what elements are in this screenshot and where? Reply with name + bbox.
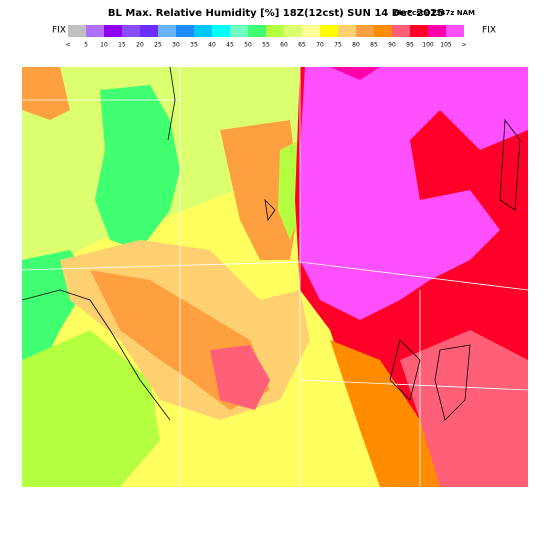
colorbar-label: 20 — [136, 42, 144, 49]
colorbar-swatch — [392, 25, 410, 37]
colorbar-swatch — [194, 25, 212, 37]
colorbar-label: 45 — [226, 42, 234, 49]
colorbar-swatch — [356, 25, 374, 37]
colorbar-label: 100 — [422, 42, 434, 49]
region — [22, 330, 160, 487]
region — [400, 330, 528, 487]
colorbar-swatch — [68, 25, 86, 37]
region — [22, 67, 70, 120]
colorbar-label: 10 — [100, 42, 108, 49]
colorbar-swatch — [302, 25, 320, 37]
colorbar-swatch — [230, 25, 248, 37]
colorbar-label: 50 — [244, 42, 252, 49]
colorbar-label: > — [461, 42, 466, 49]
colorbar-swatch — [428, 25, 446, 37]
region — [330, 340, 460, 487]
colorbar-label: 60 — [280, 42, 288, 49]
colorbar-swatch — [140, 25, 158, 37]
colorbar-swatch — [158, 25, 176, 37]
region — [95, 85, 180, 250]
colorbar-swatch — [410, 25, 428, 37]
colorbar-label: 30 — [172, 42, 180, 49]
colorbar-label: 40 — [208, 42, 216, 49]
colorbar-swatch — [320, 25, 338, 37]
colorbar-label: 65 — [298, 42, 306, 49]
colorbar-label: 15 — [118, 42, 126, 49]
colorbar-swatch — [338, 25, 356, 37]
colorbar-label: 105 — [440, 42, 452, 49]
colorbar: <5 10 15 20 25 30 35 40 45 50 55 60 65 70 75 80 85 90 95 10… — [65, 25, 467, 49]
colorbar-label: 95 — [406, 42, 414, 49]
region — [300, 67, 528, 320]
subtitle: 6hrFcst@1347z NAM — [394, 9, 475, 17]
colorbar-label: 35 — [190, 42, 198, 49]
colorbar-swatch — [212, 25, 230, 37]
fix-right: FIX — [482, 26, 496, 36]
colorbar-swatch — [374, 25, 392, 37]
colorbar-swatch — [104, 25, 122, 37]
colorbar-swatch — [122, 25, 140, 37]
colorbar-label: < — [65, 42, 70, 49]
coastlines — [22, 67, 521, 421]
colorbar-label: 80 — [352, 42, 360, 49]
colorbar-swatch — [284, 25, 302, 37]
colorbar-label: 90 — [388, 42, 396, 49]
region — [330, 67, 380, 80]
colorbar-label: 5 — [84, 42, 88, 49]
colorbar-swatch — [446, 25, 464, 37]
colorbar-swatch — [176, 25, 194, 37]
colorbar-label: 85 — [370, 42, 378, 49]
state-lines — [22, 67, 528, 487]
colorbar-swatch — [266, 25, 284, 37]
colorbar-label: 70 — [316, 42, 324, 49]
colorbar-label: 25 — [154, 42, 162, 49]
colorbar-label: 55 — [262, 42, 270, 49]
region — [210, 345, 270, 410]
fix-left: FIX — [52, 26, 66, 36]
colorbar-label: 75 — [334, 42, 342, 49]
map — [22, 67, 528, 487]
title: BL Max. Relative Humidity [%] 18Z(12cst)… — [108, 8, 444, 19]
colorbar-swatch — [248, 25, 266, 37]
colorbar-swatch — [86, 25, 104, 37]
